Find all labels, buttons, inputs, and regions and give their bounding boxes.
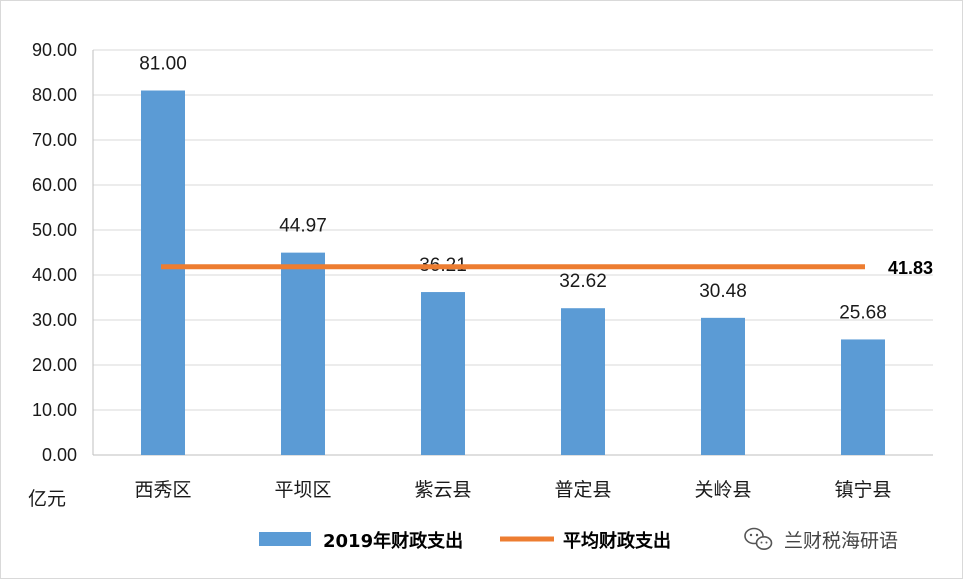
bar: [281, 252, 325, 455]
data-label: 25.68: [839, 302, 887, 323]
watermark-text: 兰财税海研语: [784, 530, 898, 552]
bar: [421, 292, 465, 455]
y-tick-label: 10.00: [32, 400, 77, 420]
y-tick-label: 70.00: [32, 130, 77, 150]
x-tick-label: 西秀区: [134, 479, 191, 501]
legend-label-bars: 2019年财政支出: [323, 530, 463, 552]
y-tick-label: 20.00: [32, 355, 77, 375]
bar: [561, 308, 605, 455]
legend-label-line: 平均财政支出: [563, 530, 671, 552]
y-tick-label: 50.00: [32, 220, 77, 240]
average-line-label: 41.83: [888, 258, 933, 278]
y-tick-label: 90.00: [32, 40, 77, 60]
bar: [141, 90, 185, 455]
x-tick-label: 关岭县: [694, 479, 751, 501]
y-tick-label: 0.00: [42, 445, 77, 465]
x-tick-label: 紫云县: [414, 479, 471, 501]
y-tick-label: 80.00: [32, 85, 77, 105]
bar: [701, 317, 745, 455]
wechat-icon: [744, 527, 773, 550]
y-tick-label: 40.00: [32, 265, 77, 285]
data-label: 30.48: [699, 281, 747, 302]
data-label: 81.00: [139, 54, 187, 75]
x-tick-label: 镇宁县: [834, 479, 891, 501]
y-tick-label: 30.00: [32, 310, 77, 330]
bar: [841, 339, 885, 455]
data-label: 32.62: [559, 271, 607, 292]
x-tick-label: 平坝区: [274, 479, 331, 501]
legend-swatch-bars: [259, 532, 311, 546]
x-tick-label: 普定县: [554, 479, 611, 501]
y-unit-label: 亿元: [28, 488, 66, 510]
data-label: 44.97: [279, 216, 327, 237]
y-tick-label: 60.00: [32, 175, 77, 195]
